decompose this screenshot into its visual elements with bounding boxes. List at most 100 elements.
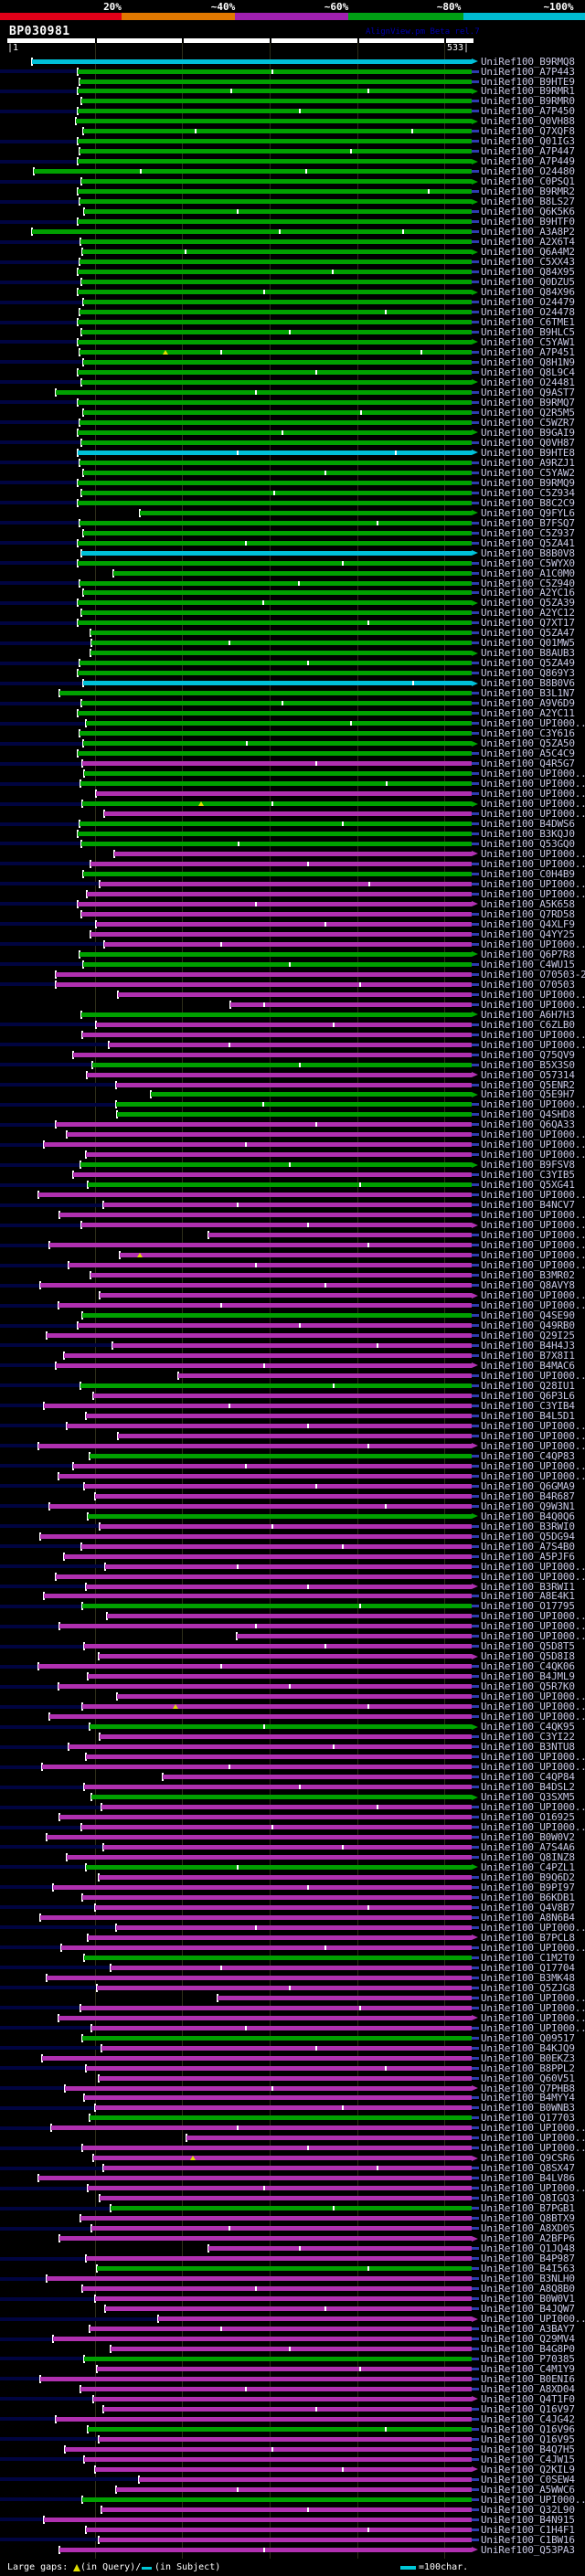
hit-label[interactable]: UniRef100_B0WNB3: [481, 2102, 575, 2115]
hit-bar[interactable]: [79, 260, 472, 265]
hit-bar[interactable]: [50, 2125, 472, 2131]
hit-bar[interactable]: [81, 330, 472, 334]
hit-bar[interactable]: [31, 229, 472, 235]
hit-bar[interactable]: [116, 1694, 472, 1700]
hit-label[interactable]: UniRef100_A2YC16: [481, 587, 575, 599]
hit-bar[interactable]: [59, 1815, 472, 1819]
hit-label[interactable]: UniRef100_UPI000..: [481, 1921, 585, 1934]
hit-bar[interactable]: [82, 801, 472, 806]
hit-label[interactable]: UniRef100_UPI000..: [481, 857, 585, 870]
hit-label[interactable]: UniRef100_Q4SE90: [481, 1309, 575, 1321]
hit-bar[interactable]: [77, 189, 472, 195]
hit-bar[interactable]: [110, 1965, 472, 1970]
hit-label[interactable]: UniRef100_Q84X96: [481, 286, 575, 298]
hit-label[interactable]: UniRef100_A2YC11: [481, 707, 575, 720]
hit-bar[interactable]: [82, 2286, 472, 2292]
hit-bar[interactable]: [86, 1864, 472, 1870]
hit-label[interactable]: UniRef100_B9RMR0: [481, 95, 575, 108]
hit-bar[interactable]: [58, 1684, 472, 1690]
hit-bar[interactable]: [84, 771, 472, 777]
hit-bar[interactable]: [90, 2025, 472, 2030]
hit-label[interactable]: UniRef100_Q17703: [481, 2112, 575, 2125]
hit-bar[interactable]: [42, 1765, 472, 1770]
hit-bar[interactable]: [82, 2146, 472, 2151]
hit-bar[interactable]: [77, 369, 472, 375]
hit-bar[interactable]: [79, 460, 472, 465]
hit-bar[interactable]: [40, 1533, 472, 1539]
hit-bar[interactable]: [72, 1052, 472, 1057]
hit-label[interactable]: UniRef100_C4WU15: [481, 958, 575, 970]
hit-label[interactable]: UniRef100_Q16V96: [481, 2422, 575, 2435]
hit-bar[interactable]: [77, 219, 472, 225]
hit-label[interactable]: UniRef100_UPI000..: [481, 1701, 585, 1713]
hit-bar[interactable]: [80, 1383, 472, 1388]
hit-label[interactable]: UniRef100_UPI000..: [481, 2142, 585, 2155]
hit-bar[interactable]: [84, 1785, 472, 1790]
hit-label[interactable]: UniRef100_UPI000..: [481, 1630, 585, 1643]
hit-bar[interactable]: [88, 1935, 472, 1940]
hit-label[interactable]: UniRef100_UPI000..: [481, 1821, 585, 1833]
hit-label[interactable]: UniRef100_UPI000..: [481, 1469, 585, 1482]
hit-bar[interactable]: [87, 891, 472, 896]
hit-bar[interactable]: [79, 731, 472, 737]
hit-label[interactable]: UniRef100_B8C2C9: [481, 496, 575, 509]
hit-label[interactable]: UniRef100_A7P447: [481, 145, 575, 158]
hit-bar[interactable]: [67, 1132, 472, 1138]
hit-label[interactable]: UniRef100_B7PGB1: [481, 2202, 575, 2215]
hit-bar[interactable]: [82, 1313, 472, 1318]
hit-label[interactable]: UniRef100_Q7PHB8: [481, 2082, 575, 2094]
hit-label[interactable]: UniRef100_B9RMQ9: [481, 476, 575, 489]
hit-bar[interactable]: [44, 1403, 472, 1408]
hit-bar[interactable]: [150, 1092, 472, 1097]
hit-label[interactable]: UniRef100_UPI000..: [481, 1219, 585, 1232]
hit-bar[interactable]: [59, 2547, 472, 2552]
hit-label[interactable]: UniRef100_C4QP83: [481, 1449, 575, 1462]
hit-bar[interactable]: [81, 379, 472, 385]
hit-label[interactable]: UniRef100_A5PJF6: [481, 1550, 575, 1563]
hit-bar[interactable]: [84, 1644, 472, 1649]
hit-bar[interactable]: [90, 861, 472, 866]
hit-label[interactable]: UniRef100_C3YIB4: [481, 1399, 575, 1412]
hit-label[interactable]: UniRef100_UPI000..: [481, 1429, 585, 1442]
hit-label[interactable]: UniRef100_UPI000..: [481, 1139, 585, 1151]
hit-bar[interactable]: [61, 1945, 472, 1950]
hit-bar[interactable]: [81, 550, 472, 556]
hit-label[interactable]: UniRef100_UPI000..: [481, 2493, 585, 2506]
hit-label[interactable]: UniRef100_B4Q0Q6: [481, 1510, 575, 1522]
hit-bar[interactable]: [77, 480, 472, 485]
hit-bar[interactable]: [98, 2537, 472, 2542]
hit-bar[interactable]: [81, 280, 472, 285]
hit-label[interactable]: UniRef100_A7P450: [481, 105, 575, 118]
hit-label[interactable]: UniRef100_O24481: [481, 376, 575, 388]
hit-label[interactable]: UniRef100_B0W0V1: [481, 2293, 575, 2305]
hit-label[interactable]: UniRef100_UPI000..: [481, 938, 585, 950]
hit-label[interactable]: UniRef100_UPI000..: [481, 1711, 585, 1723]
hit-label[interactable]: UniRef100_Q7RD58: [481, 907, 575, 920]
hit-label[interactable]: UniRef100_P70385: [481, 2352, 575, 2365]
hit-bar[interactable]: [82, 1704, 472, 1710]
hit-bar[interactable]: [77, 671, 472, 676]
hit-bar[interactable]: [77, 399, 472, 405]
hit-label[interactable]: UniRef100_B6KDB1: [481, 1891, 575, 1903]
hit-label[interactable]: UniRef100_C1BW16: [481, 2533, 575, 2546]
hit-bar[interactable]: [55, 1574, 472, 1579]
hit-bar[interactable]: [77, 751, 472, 757]
hit-label[interactable]: UniRef100_UPI000..: [481, 2001, 585, 2014]
hit-bar[interactable]: [79, 580, 472, 586]
hit-bar[interactable]: [80, 781, 472, 787]
hit-bar[interactable]: [90, 1795, 472, 1799]
hit-label[interactable]: UniRef100_Q6A4M2: [481, 246, 575, 259]
hit-bar[interactable]: [77, 109, 472, 114]
hit-label[interactable]: UniRef100_Q17704: [481, 1961, 575, 1974]
hit-label[interactable]: UniRef100_A8E4K1: [481, 1590, 575, 1603]
hit-label[interactable]: UniRef100_B9RMR1: [481, 85, 575, 98]
hit-bar[interactable]: [90, 631, 472, 636]
hit-label[interactable]: UniRef100_Q4SHD8: [481, 1108, 575, 1121]
hit-bar[interactable]: [47, 1975, 472, 1980]
hit-label[interactable]: UniRef100_C5Z937: [481, 526, 575, 539]
hit-bar[interactable]: [90, 641, 472, 646]
hit-label[interactable]: UniRef100_Q0VH88: [481, 115, 575, 128]
hit-label[interactable]: UniRef100_Q8BTX9: [481, 2212, 575, 2225]
hit-bar[interactable]: [31, 58, 472, 64]
hit-label[interactable]: UniRef100_UPI000..: [481, 847, 585, 860]
